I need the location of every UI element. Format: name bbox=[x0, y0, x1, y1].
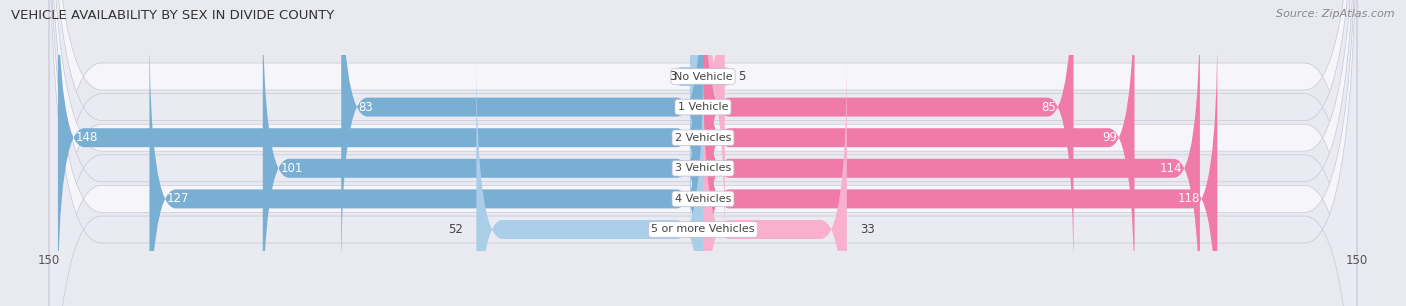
FancyBboxPatch shape bbox=[49, 0, 1357, 306]
Text: 114: 114 bbox=[1160, 162, 1182, 175]
Text: VEHICLE AVAILABILITY BY SEX IN DIVIDE COUNTY: VEHICLE AVAILABILITY BY SEX IN DIVIDE CO… bbox=[11, 9, 335, 22]
Text: Source: ZipAtlas.com: Source: ZipAtlas.com bbox=[1277, 9, 1395, 19]
Text: 3: 3 bbox=[669, 70, 676, 83]
Text: 3 Vehicles: 3 Vehicles bbox=[675, 163, 731, 173]
FancyBboxPatch shape bbox=[149, 25, 703, 306]
FancyBboxPatch shape bbox=[703, 0, 1199, 306]
Text: 5: 5 bbox=[738, 70, 745, 83]
FancyBboxPatch shape bbox=[342, 0, 703, 281]
FancyBboxPatch shape bbox=[703, 0, 1074, 281]
Text: 99: 99 bbox=[1102, 131, 1118, 144]
Text: 148: 148 bbox=[76, 131, 98, 144]
FancyBboxPatch shape bbox=[676, 0, 716, 251]
Text: 52: 52 bbox=[449, 223, 464, 236]
Text: 1 Vehicle: 1 Vehicle bbox=[678, 102, 728, 112]
FancyBboxPatch shape bbox=[703, 25, 1218, 306]
FancyBboxPatch shape bbox=[703, 0, 1135, 306]
FancyBboxPatch shape bbox=[49, 0, 1357, 306]
FancyBboxPatch shape bbox=[49, 0, 1357, 306]
Text: 83: 83 bbox=[359, 101, 374, 114]
FancyBboxPatch shape bbox=[49, 0, 1357, 306]
FancyBboxPatch shape bbox=[263, 0, 703, 306]
FancyBboxPatch shape bbox=[49, 0, 1357, 306]
Text: No Vehicle: No Vehicle bbox=[673, 72, 733, 81]
Text: 101: 101 bbox=[280, 162, 302, 175]
FancyBboxPatch shape bbox=[477, 55, 703, 306]
FancyBboxPatch shape bbox=[58, 0, 703, 306]
FancyBboxPatch shape bbox=[49, 0, 1357, 306]
Text: 2 Vehicles: 2 Vehicles bbox=[675, 133, 731, 143]
Legend: Male, Female: Male, Female bbox=[633, 304, 773, 306]
Text: 85: 85 bbox=[1042, 101, 1056, 114]
Text: 127: 127 bbox=[167, 192, 190, 205]
Text: 118: 118 bbox=[1177, 192, 1199, 205]
Text: 5 or more Vehicles: 5 or more Vehicles bbox=[651, 225, 755, 234]
Text: 33: 33 bbox=[860, 223, 875, 236]
Text: 4 Vehicles: 4 Vehicles bbox=[675, 194, 731, 204]
FancyBboxPatch shape bbox=[703, 55, 846, 306]
FancyBboxPatch shape bbox=[699, 0, 730, 251]
